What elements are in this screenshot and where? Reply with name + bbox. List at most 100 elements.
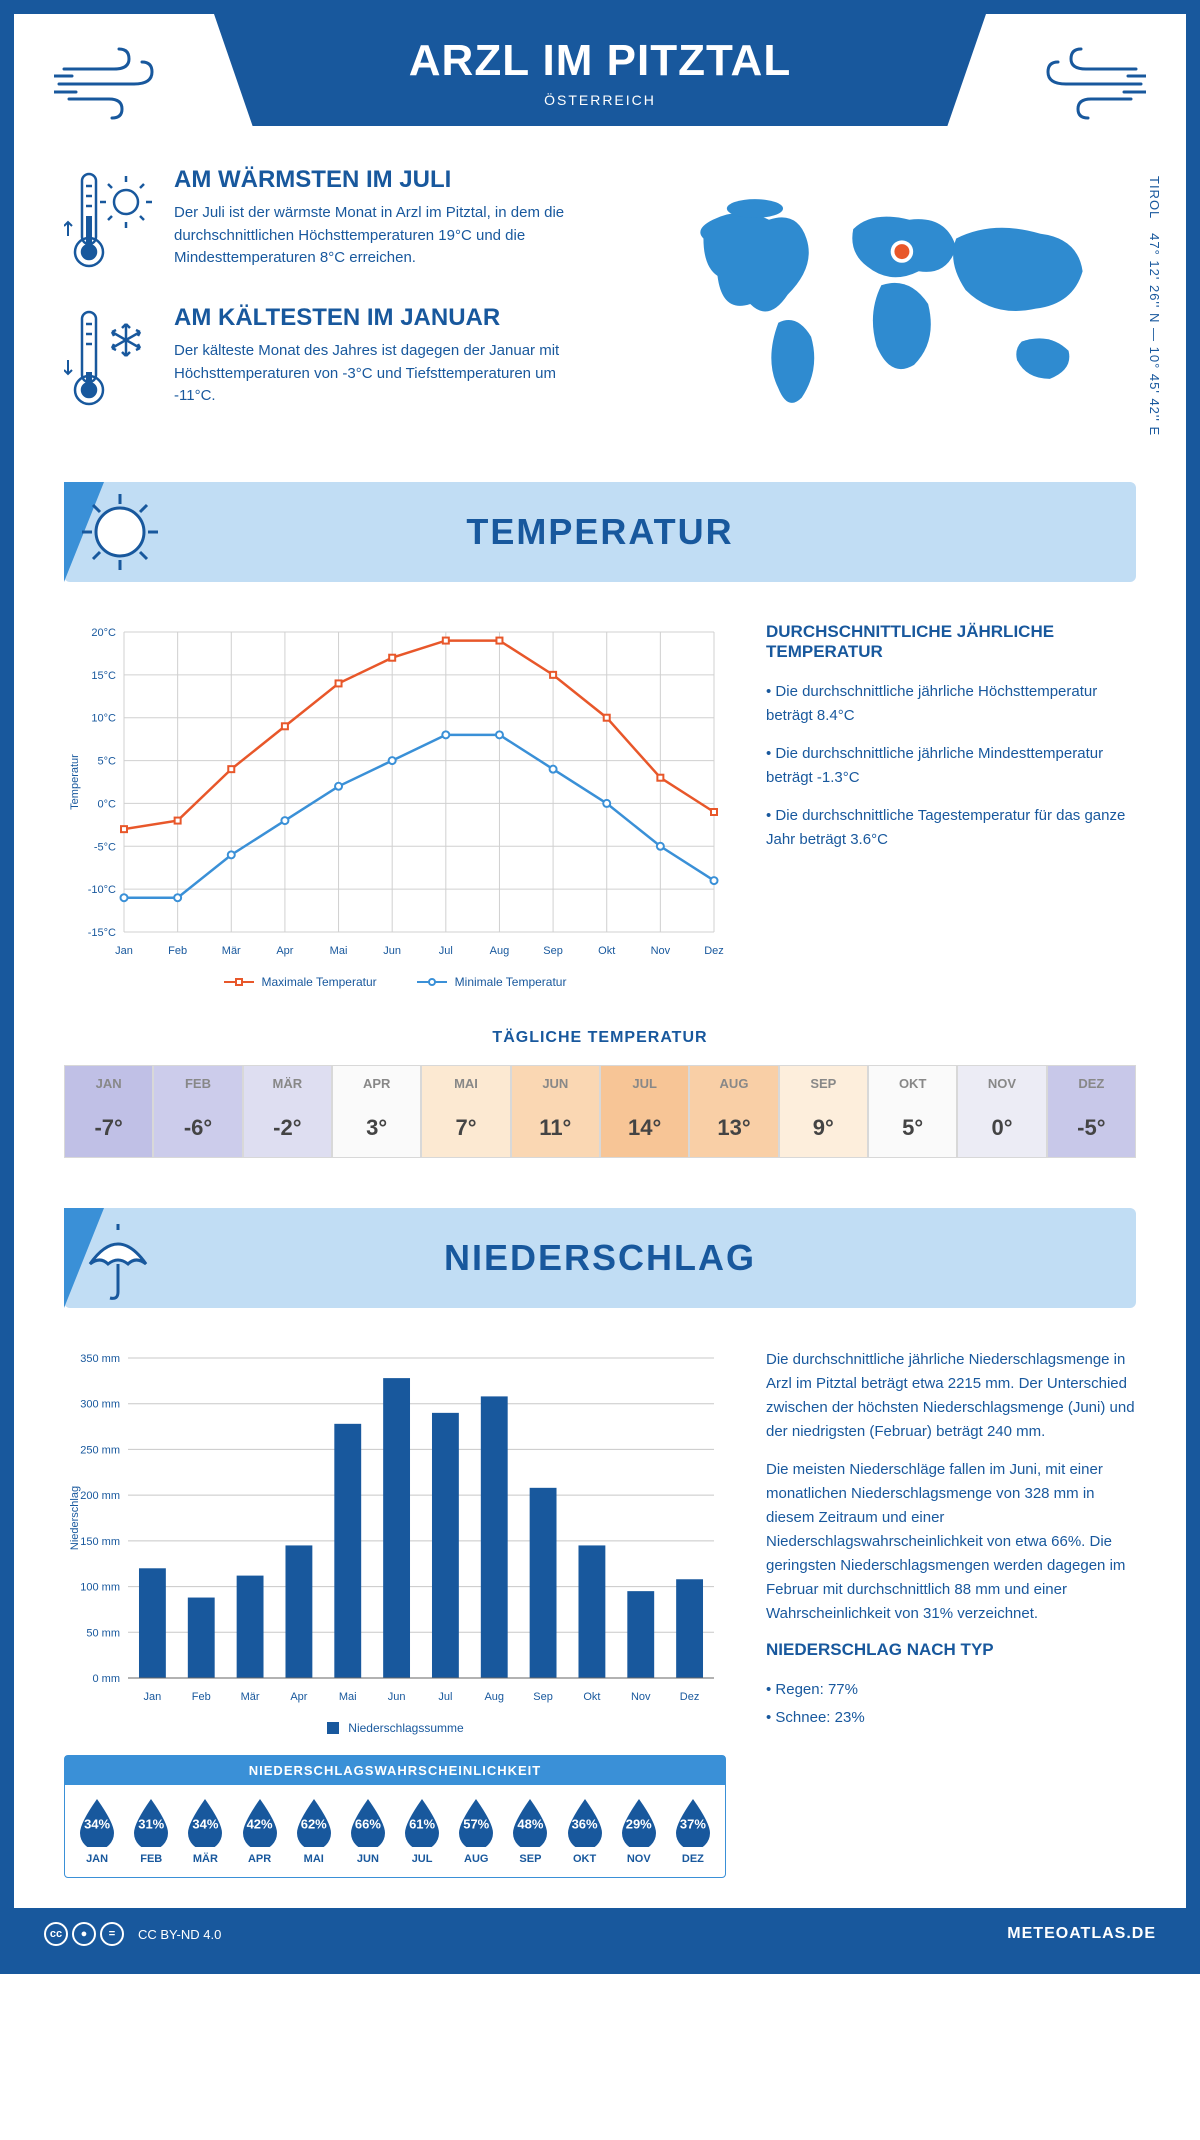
svg-text:300 mm: 300 mm [80, 1399, 120, 1411]
daily-cell: FEB-6° [153, 1065, 242, 1158]
nd-icon: = [100, 1922, 124, 1946]
prob-cell: 57%AUG [450, 1795, 502, 1865]
svg-text:100 mm: 100 mm [80, 1582, 120, 1594]
svg-text:Jul: Jul [439, 945, 453, 957]
svg-text:Feb: Feb [192, 1691, 211, 1703]
svg-text:Temperatur: Temperatur [69, 754, 81, 810]
precip-title: NIEDERSCHLAG [444, 1237, 756, 1279]
precip-chart: 0 mm50 mm100 mm150 mm200 mm250 mm300 mm3… [64, 1348, 726, 1878]
prob-cell: 61%JUL [396, 1795, 448, 1865]
prob-cell: 62%MAI [288, 1795, 340, 1865]
wind-icon-right [1036, 44, 1146, 124]
svg-text:Nov: Nov [631, 1691, 651, 1703]
prob-cell: 66%JUN [342, 1795, 394, 1865]
page-subtitle: ÖSTERREICH [214, 92, 986, 108]
svg-text:0 mm: 0 mm [93, 1673, 121, 1685]
svg-text:Jul: Jul [438, 1691, 452, 1703]
prob-cell: 34%JAN [71, 1795, 123, 1865]
prob-cell: 29%NOV [613, 1795, 665, 1865]
prob-cell: 48%SEP [504, 1795, 556, 1865]
warm-block: AM WÄRMSTEN IM JULI Der Juli ist der wär… [64, 166, 636, 276]
thermometer-sun-icon [64, 166, 154, 276]
cold-block: AM KÄLTESTEN IM JANUAR Der kälteste Mona… [64, 304, 636, 414]
svg-text:Apr: Apr [290, 1691, 307, 1703]
temp-line-chart: -15°C-10°C-5°C0°C5°C10°C15°C20°CJanFebMä… [64, 622, 724, 962]
svg-text:-15°C: -15°C [88, 927, 116, 939]
footer: cc ● = CC BY-ND 4.0 METEOATLAS.DE [14, 1908, 1186, 1960]
svg-text:-5°C: -5°C [94, 841, 116, 853]
svg-text:Jun: Jun [383, 945, 401, 957]
temp-chart: -15°C-10°C-5°C0°C5°C10°C15°C20°CJanFebMä… [64, 622, 726, 989]
prob-cell: 36%OKT [559, 1795, 611, 1865]
prob-box: NIEDERSCHLAGSWAHRSCHEINLICHKEIT 34%JAN 3… [64, 1755, 726, 1878]
cc-icons: cc ● = [44, 1922, 124, 1946]
prob-title: NIEDERSCHLAGSWAHRSCHEINLICHKEIT [65, 1756, 725, 1785]
world-map-box: TIROL 47° 12' 26'' N — 10° 45' 42'' E [666, 166, 1136, 442]
precip-side: Die durchschnittliche jährliche Niedersc… [766, 1348, 1136, 1878]
thermometer-snow-icon [64, 304, 154, 414]
daily-cell: DEZ-5° [1047, 1065, 1136, 1158]
header-banner: ARZL IM PITZTAL ÖSTERREICH [214, 14, 986, 126]
license-text: CC BY-ND 4.0 [138, 1927, 221, 1942]
daily-cell: JUN11° [511, 1065, 600, 1158]
svg-text:Dez: Dez [680, 1691, 700, 1703]
precip-row: 0 mm50 mm100 mm150 mm200 mm250 mm300 mm3… [64, 1348, 1136, 1878]
wind-icon-left [54, 44, 164, 124]
temperature-title: TEMPERATUR [466, 511, 733, 553]
svg-text:Aug: Aug [484, 1691, 504, 1703]
svg-text:10°C: 10°C [91, 713, 116, 725]
svg-text:200 mm: 200 mm [80, 1490, 120, 1502]
daily-cell: OKT5° [868, 1065, 957, 1158]
svg-text:Jun: Jun [388, 1691, 406, 1703]
svg-text:Niederschlag: Niederschlag [69, 1486, 81, 1550]
sun-icon [78, 490, 162, 574]
svg-text:150 mm: 150 mm [80, 1536, 120, 1548]
coords-text: TIROL 47° 12' 26'' N — 10° 45' 42'' E [1147, 176, 1162, 436]
temp-side: DURCHSCHNITTLICHE JÄHRLICHE TEMPERATUR •… [766, 622, 1136, 989]
prob-cell: 34%MÄR [179, 1795, 231, 1865]
precip-banner: NIEDERSCHLAG [64, 1208, 1136, 1308]
svg-text:Sep: Sep [533, 1691, 553, 1703]
svg-text:-10°C: -10°C [88, 884, 116, 896]
prob-cell: 31%FEB [125, 1795, 177, 1865]
prob-grid: 34%JAN 31%FEB 34%MÄR 42%APR 62%MAI 66%JU… [65, 1785, 725, 1877]
svg-text:350 mm: 350 mm [80, 1353, 120, 1365]
daily-cell: MÄR-2° [243, 1065, 332, 1158]
temp-legend: Maximale Temperatur Minimale Temperatur [64, 975, 726, 989]
daily-cell: MAI7° [421, 1065, 510, 1158]
svg-text:5°C: 5°C [98, 756, 117, 768]
intro-row: AM WÄRMSTEN IM JULI Der Juli ist der wär… [64, 166, 1136, 442]
precip-type-title: NIEDERSCHLAG NACH TYP [766, 1640, 1136, 1660]
prob-cell: 42%APR [234, 1795, 286, 1865]
svg-text:Aug: Aug [490, 945, 510, 957]
svg-text:0°C: 0°C [98, 798, 117, 810]
svg-text:Okt: Okt [598, 945, 615, 957]
svg-text:Dez: Dez [704, 945, 724, 957]
svg-text:Sep: Sep [543, 945, 563, 957]
page-title: ARZL IM PITZTAL [214, 36, 986, 86]
svg-text:Mär: Mär [222, 945, 241, 957]
cold-text: Der kälteste Monat des Jahres ist dagege… [174, 340, 594, 408]
precip-legend: Niederschlagssumme [64, 1721, 726, 1735]
svg-text:Mai: Mai [339, 1691, 357, 1703]
header-wrap: ARZL IM PITZTAL ÖSTERREICH [14, 14, 1186, 126]
svg-text:Feb: Feb [168, 945, 187, 957]
temperature-banner: TEMPERATUR [64, 482, 1136, 582]
svg-text:Nov: Nov [651, 945, 671, 957]
daily-title: TÄGLICHE TEMPERATUR [64, 1029, 1136, 1047]
svg-text:Apr: Apr [276, 945, 293, 957]
precip-bar-chart: 0 mm50 mm100 mm150 mm200 mm250 mm300 mm3… [64, 1348, 724, 1708]
cc-icon: cc [44, 1922, 68, 1946]
svg-text:50 mm: 50 mm [86, 1627, 120, 1639]
cold-title: AM KÄLTESTEN IM JANUAR [174, 304, 594, 332]
infographic-frame: ARZL IM PITZTAL ÖSTERREICH [0, 0, 1200, 1974]
umbrella-icon [78, 1216, 158, 1300]
daily-cell: SEP9° [779, 1065, 868, 1158]
daily-cell: APR3° [332, 1065, 421, 1158]
svg-text:Mai: Mai [330, 945, 348, 957]
warm-text: Der Juli ist der wärmste Monat in Arzl i… [174, 202, 594, 270]
warm-title: AM WÄRMSTEN IM JULI [174, 166, 594, 194]
temp-row: -15°C-10°C-5°C0°C5°C10°C15°C20°CJanFebMä… [64, 622, 1136, 989]
site-name: METEOATLAS.DE [1007, 1925, 1156, 1943]
by-icon: ● [72, 1922, 96, 1946]
